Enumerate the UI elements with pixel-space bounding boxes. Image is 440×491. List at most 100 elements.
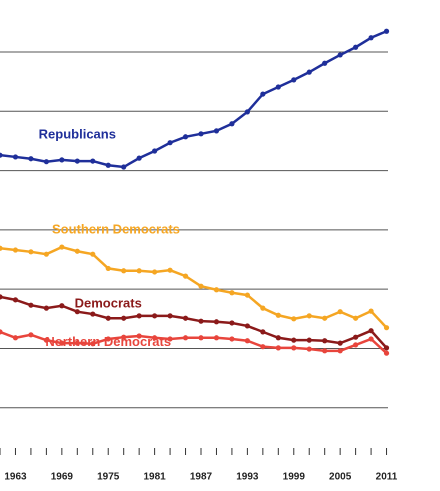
point [12, 297, 19, 303]
series-label: Northern Democrats [45, 334, 171, 349]
point [28, 156, 34, 162]
point [0, 245, 3, 251]
point [229, 121, 235, 127]
point [291, 316, 297, 322]
point [0, 294, 3, 300]
point [59, 157, 65, 163]
point [59, 244, 65, 250]
point [28, 332, 34, 338]
point [337, 348, 343, 354]
x-tick-label: 1963 [4, 472, 27, 483]
x-tick-label: 1999 [283, 472, 306, 483]
point [136, 333, 142, 339]
point [322, 338, 328, 344]
x-tick-label: 1969 [51, 472, 74, 483]
point [152, 148, 158, 154]
point [121, 164, 127, 170]
point [306, 337, 312, 343]
point [306, 346, 312, 352]
point [353, 334, 359, 340]
point [337, 309, 343, 315]
point [136, 313, 142, 319]
point [353, 315, 359, 321]
point [353, 342, 359, 348]
point [12, 154, 19, 160]
point [43, 251, 49, 257]
point [121, 268, 127, 274]
x-tick-label: 1987 [190, 472, 213, 483]
point [28, 249, 34, 255]
series-line [0, 245, 388, 329]
point [152, 335, 158, 341]
point [260, 91, 266, 97]
point [368, 35, 374, 41]
x-tick-label: 1981 [143, 472, 166, 483]
point [213, 335, 220, 341]
point [291, 337, 297, 343]
point [291, 77, 297, 83]
point [198, 283, 204, 289]
point [229, 290, 235, 296]
point [182, 134, 189, 140]
point [105, 315, 111, 321]
point [105, 162, 111, 168]
point [182, 315, 189, 321]
point [90, 311, 96, 317]
point [90, 341, 96, 347]
point [291, 345, 297, 351]
point [0, 152, 3, 158]
point [322, 60, 328, 66]
point [152, 269, 158, 275]
point [105, 336, 111, 342]
point [43, 337, 49, 343]
point [275, 345, 281, 351]
point [383, 325, 390, 331]
point [198, 335, 204, 341]
point [322, 315, 328, 321]
point [28, 302, 34, 308]
point [383, 345, 390, 351]
point [59, 340, 65, 346]
point [213, 319, 220, 325]
point [167, 140, 173, 146]
point [136, 155, 142, 161]
point [182, 335, 189, 341]
point [121, 315, 127, 321]
x-tick-label: 2005 [329, 472, 352, 483]
point [244, 338, 250, 344]
point [275, 84, 281, 90]
point [182, 273, 189, 279]
point [229, 320, 235, 326]
point [337, 340, 343, 346]
point [43, 305, 49, 311]
point [368, 308, 374, 314]
point [322, 348, 328, 354]
point [90, 158, 96, 164]
point [260, 329, 266, 335]
point [306, 313, 312, 319]
series-label: Southern Democrats [52, 221, 180, 236]
point [152, 313, 158, 319]
point [105, 265, 111, 272]
point [74, 158, 80, 164]
point [368, 328, 374, 334]
point [121, 334, 127, 340]
point [90, 251, 96, 257]
point [136, 268, 142, 274]
point [383, 350, 390, 356]
point [12, 247, 19, 253]
point [74, 248, 80, 254]
point [198, 318, 204, 324]
point [368, 336, 374, 342]
point [0, 329, 3, 335]
point [229, 336, 235, 342]
point [260, 344, 266, 350]
x-tick-label: 1993 [236, 472, 259, 483]
point [167, 267, 173, 273]
point [74, 340, 80, 346]
point [198, 131, 204, 137]
point [306, 69, 312, 75]
series-label: Republicans [39, 126, 116, 141]
point [337, 52, 343, 58]
x-tick-label: 1975 [97, 472, 120, 483]
